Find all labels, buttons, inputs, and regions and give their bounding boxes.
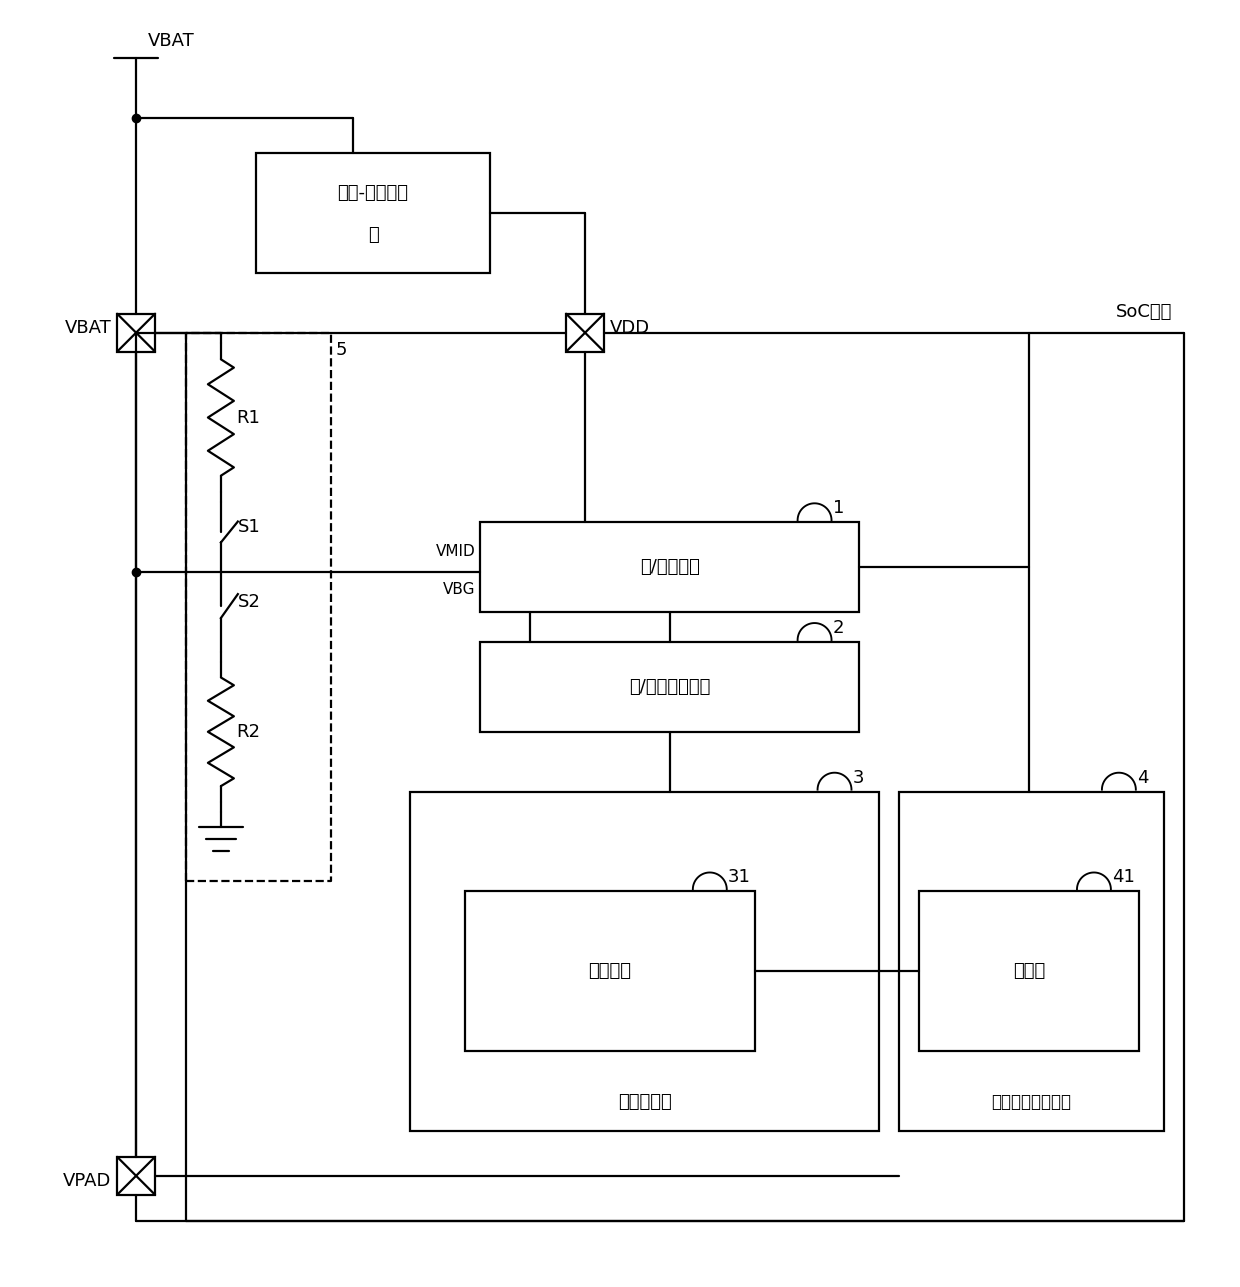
Text: R1: R1 — [236, 408, 259, 426]
Text: VPAD: VPAD — [63, 1171, 112, 1189]
Text: 模/数转换控制器: 模/数转换控制器 — [629, 678, 711, 696]
Text: SoC芯片: SoC芯片 — [1116, 302, 1172, 320]
Text: 器: 器 — [368, 227, 378, 245]
Text: S1: S1 — [238, 519, 260, 537]
Bar — [567, 314, 604, 351]
Bar — [255, 153, 490, 273]
Bar — [117, 314, 155, 351]
Text: S2: S2 — [238, 593, 260, 611]
Bar — [899, 792, 1164, 1131]
Text: 处理器: 处理器 — [1013, 963, 1045, 981]
Text: 2: 2 — [832, 619, 844, 637]
Bar — [480, 523, 859, 613]
Text: 寄存器组: 寄存器组 — [589, 963, 631, 981]
Text: 中央处理器: 中央处理器 — [618, 1093, 672, 1111]
Bar — [919, 892, 1138, 1051]
Bar — [465, 892, 755, 1051]
Text: VDD: VDD — [610, 319, 650, 337]
Bar — [410, 792, 879, 1131]
Bar — [480, 642, 859, 732]
Text: 模/数转换器: 模/数转换器 — [640, 559, 699, 577]
Text: 片内电源管理模块: 片内电源管理模块 — [992, 1093, 1071, 1111]
Text: 3: 3 — [852, 768, 864, 786]
Text: 5: 5 — [336, 341, 347, 359]
Text: VBAT: VBAT — [148, 32, 195, 50]
Text: R2: R2 — [236, 723, 260, 741]
Text: VBAT: VBAT — [64, 319, 112, 337]
Bar — [117, 1157, 155, 1194]
Text: VMID: VMID — [435, 544, 475, 559]
Text: 41: 41 — [1112, 869, 1135, 887]
Text: 直流-直流转换: 直流-直流转换 — [337, 184, 408, 202]
Text: 31: 31 — [728, 869, 750, 887]
Text: 4: 4 — [1137, 768, 1148, 786]
Text: 1: 1 — [832, 499, 844, 517]
Text: VBG: VBG — [443, 582, 475, 597]
